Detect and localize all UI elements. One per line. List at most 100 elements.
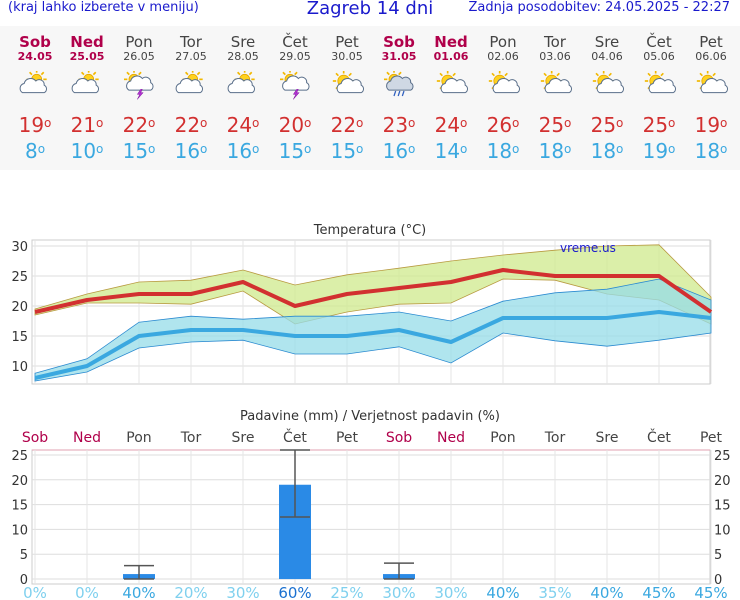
y-tick-label-right: 15 [714,499,731,514]
max-temp-line [34,268,713,314]
x-tick-label: Pon [490,430,515,446]
sun-cloud-icon [436,70,469,94]
min-temp: 16o [382,139,416,163]
y-tick-label-right: 25 [714,449,731,464]
y-tick-label: 0 [20,573,28,588]
day-column: Čet 29.05 20o 15o [269,26,321,164]
y-tick-label: 25 [11,270,28,285]
max-temp: 23o [382,113,416,137]
min-temp: 15o [278,139,312,163]
min-temp: 14o [434,139,468,163]
day-column: Sob 31.05 23o 16o [373,26,425,164]
min-temp: 18o [538,139,572,163]
last-update: Zadnja posodobitev: 24.05.2025 - 22:27 [468,0,730,15]
day-date: 30.05 [331,50,363,63]
max-temp: 26o [486,113,520,137]
x-tick-label: Čet [647,428,671,446]
page-title: Zagreb 14 dni [306,0,434,19]
partly-cloudy-icon [19,69,48,94]
y-tick-label: 15 [11,499,28,514]
sun-cloud-icon [644,70,677,94]
max-temp: 25o [538,113,572,137]
partly-cloudy-icon [227,69,256,94]
min-temp: 8o [24,139,46,163]
probability-label: 45% [642,584,675,600]
x-tick-label: Pet [700,430,723,446]
error-bar [124,564,154,580]
range-band [34,278,712,382]
y-tick-label: 15 [11,330,28,345]
probability-label: 40% [122,584,155,600]
sun-cloud-icon [540,70,573,94]
max-temp: 25o [642,113,676,137]
day-name: Čet [282,33,308,51]
probability-label: 30% [434,584,467,600]
day-name: Sre [230,33,256,51]
chart-title: Temperatura (°C) [313,223,426,238]
y-tick-label: 20 [11,474,28,489]
probability-label: 45% [694,584,727,600]
max-temp: 20o [278,113,312,137]
y-tick-label: 10 [11,360,28,375]
day-date: 31.05 [381,50,417,63]
min-temp: 19o [642,139,676,163]
max-temp: 21o [70,113,104,137]
day-column: Tor 27.05 22o 16o [165,26,217,164]
day-name: Ned [434,33,468,51]
max-temp: 19o [18,113,52,137]
day-column: Pon 26.05 22o 15o [113,26,165,164]
y-tick-label-right: 20 [714,474,731,489]
max-temp: 22o [122,113,156,137]
y-tick-label: 25 [11,449,28,464]
sun-cloud-icon [696,70,729,94]
day-column: Pet 06.06 19o 18o [685,26,737,163]
y-tick-label: 20 [11,300,28,315]
max-temp: 19o [694,113,728,137]
day-date: 06.06 [695,50,727,63]
partly-cloudy-icon [175,69,204,94]
day-name: Sre [594,33,620,51]
temperature-chart: Temperatura (°C) 10 15 20 25 30 vreme.us [11,223,713,385]
x-tick-label: Tor [544,430,566,446]
day-name: Čet [646,33,672,51]
min-temp: 15o [330,139,364,163]
probability-label: 0% [75,584,99,600]
header-left-text: (kraj lahko izberete v meniju) [8,0,199,15]
day-column: Sre 04.06 25o 18o [581,26,633,163]
y-tick-label-right: 5 [714,548,722,563]
x-tick-label: Ned [437,430,465,446]
day-name: Ned [70,33,104,51]
min-temp-line [34,310,712,380]
day-date: 04.06 [591,50,623,63]
sun-cloud-icon [332,70,365,94]
thunderstorm-icon [124,69,154,100]
day-column: Pon 02.06 26o 18o [477,26,529,163]
day-date: 27.05 [175,50,207,63]
x-tick-label: Čet [283,428,307,446]
x-tick-label: Ned [73,430,101,446]
day-column: Pet 30.05 22o 15o [321,26,373,163]
day-column: Sob 24.05 19o 8o [9,26,61,164]
error-bar [384,562,414,580]
day-date: 24.05 [17,50,53,63]
min-temp: 18o [694,139,728,163]
day-name: Sob [19,33,51,51]
min-temp: 15o [122,139,156,163]
day-date: 26.05 [123,50,155,63]
precipitation-chart: Padavine (mm) / Verjetnost padavin (%) So… [11,409,731,600]
probability-label: 0% [23,584,47,600]
day-date: 28.05 [227,50,259,63]
probability-label: 35% [538,584,571,600]
probability-label: 25% [330,584,363,600]
probability-label: 20% [174,584,207,600]
max-temp: 22o [174,113,208,137]
probability-label: 40% [486,584,519,600]
sun-cloud-icon [592,70,625,94]
day-column: Sre 28.05 24o 16o [217,26,269,164]
day-name: Sob [383,33,415,51]
y-tick-label: 5 [20,548,28,563]
plot-area [31,449,711,585]
min-temp: 18o [590,139,624,163]
error-bar [280,449,310,518]
day-name: Pon [125,33,153,51]
